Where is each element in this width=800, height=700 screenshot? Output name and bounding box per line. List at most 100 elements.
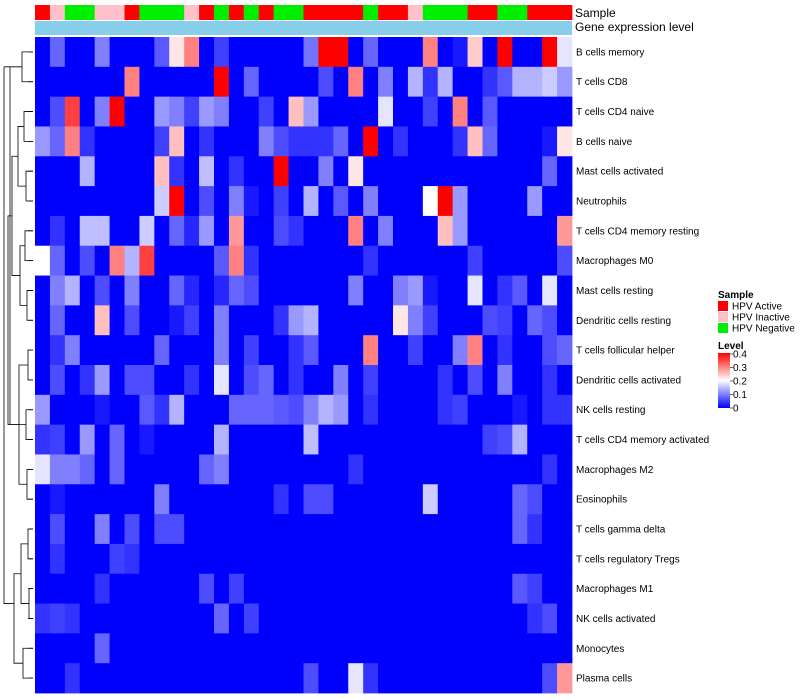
sample-annotation-cell [512, 5, 528, 20]
heatmap-cell [35, 454, 51, 485]
heatmap-cell [467, 245, 483, 276]
heatmap-cell [184, 543, 200, 575]
heatmap-cell [557, 96, 573, 127]
heatmap-cell [288, 454, 304, 485]
heatmap-cell [214, 96, 230, 127]
heatmap-cell [318, 365, 334, 396]
heatmap-cell [363, 543, 379, 575]
heatmap-cell [527, 514, 543, 545]
heatmap-cell [258, 305, 275, 336]
row-label: T cells CD4 memory activated [576, 435, 709, 446]
heatmap-cell [124, 573, 140, 604]
dendrogram-branch [3, 66, 14, 604]
heatmap-cell [318, 215, 334, 247]
heatmap-cell [94, 275, 110, 306]
heatmap-cell [482, 394, 498, 426]
heatmap-cell [497, 543, 513, 575]
heatmap-cell [407, 156, 424, 187]
sample-annotation-cell [243, 5, 260, 20]
heatmap-cell [139, 245, 155, 276]
row-label: T cells follicular helper [576, 346, 675, 357]
heatmap-cell [228, 514, 245, 545]
heatmap-cell [407, 573, 424, 604]
heatmap-cell [497, 603, 513, 634]
heatmap-cell [35, 96, 51, 127]
heatmap-cell [303, 335, 319, 366]
heatmap-cell [497, 96, 513, 127]
heatmap-cell [258, 394, 275, 426]
heatmap-cell [407, 245, 424, 276]
heatmap-cell [243, 66, 260, 98]
heatmap-cell [318, 305, 334, 336]
heatmap-cell [94, 96, 110, 127]
heatmap-cell [184, 603, 200, 634]
level-legend: Level 0.4 0.3 0.2 0.1 0 [718, 341, 747, 415]
heatmap-cell [169, 126, 185, 157]
heatmap-cell [467, 603, 483, 634]
heatmap-cell [422, 394, 439, 426]
heatmap-cell [214, 543, 230, 575]
dendrogram-branch [19, 245, 27, 306]
heatmap-cell [154, 663, 170, 694]
heatmap-cell [184, 514, 200, 545]
heatmap-cell [243, 394, 260, 426]
heatmap-cell [79, 156, 96, 187]
heatmap-cell [228, 186, 245, 217]
dendrogram-branch [21, 51, 33, 83]
heatmap-cell [64, 365, 81, 396]
heatmap-cell [378, 454, 394, 485]
heatmap-cell [527, 484, 543, 515]
gene-expression-annotation-cell [35, 21, 572, 35]
heatmap-cell [303, 573, 319, 604]
heatmap-cell [497, 186, 513, 217]
heatmap-cell [542, 603, 558, 634]
heatmap-cell [199, 245, 215, 276]
heatmap-cell [199, 126, 215, 157]
heatmap-cell [333, 335, 349, 366]
heatmap-cell [393, 275, 409, 306]
heatmap-cell [109, 335, 125, 366]
heatmap-cell [288, 663, 304, 694]
heatmap-cell [214, 365, 230, 396]
heatmap-cell [79, 603, 96, 634]
heatmap-cell [348, 603, 364, 634]
heatmap-cell [109, 37, 125, 68]
heatmap-cell [393, 365, 409, 396]
heatmap-cell [303, 37, 319, 68]
heatmap-cell [437, 186, 454, 217]
heatmap-cell [497, 126, 513, 157]
heatmap-cell [497, 66, 513, 98]
heatmap-cell [258, 424, 275, 455]
heatmap-cell [94, 365, 110, 396]
heatmap-cell [258, 365, 275, 396]
heatmap-cell [35, 126, 51, 157]
heatmap-cell [407, 335, 424, 366]
heatmap-cell [467, 514, 483, 545]
heatmap-cell [557, 424, 573, 455]
heatmap-cell [363, 365, 379, 396]
sample-annotation-cell [79, 5, 96, 20]
heatmap-cell [64, 514, 81, 545]
heatmap-cell [378, 633, 394, 664]
heatmap-cell [109, 633, 125, 664]
heatmap-cell [64, 394, 81, 426]
heatmap-cell [258, 603, 275, 634]
heatmap-cell [228, 633, 245, 664]
heatmap-cell [124, 335, 140, 366]
heatmap-cell [243, 514, 260, 545]
heatmap-cell [94, 215, 110, 247]
heatmap-cell [303, 305, 319, 336]
heatmap-cell [497, 424, 513, 455]
heatmap-cell [79, 96, 96, 127]
heatmap-cell [64, 603, 81, 634]
heatmap-cell [169, 394, 185, 426]
heatmap-cell [35, 543, 51, 575]
heatmap-cell [407, 96, 424, 127]
sample-annotation-cell [94, 5, 110, 20]
heatmap-cell [49, 156, 66, 187]
heatmap-cell [512, 305, 528, 336]
heatmap-cell [109, 245, 125, 276]
heatmap-cell [512, 543, 528, 575]
heatmap-cell [512, 633, 528, 664]
heatmap-cell [169, 96, 185, 127]
